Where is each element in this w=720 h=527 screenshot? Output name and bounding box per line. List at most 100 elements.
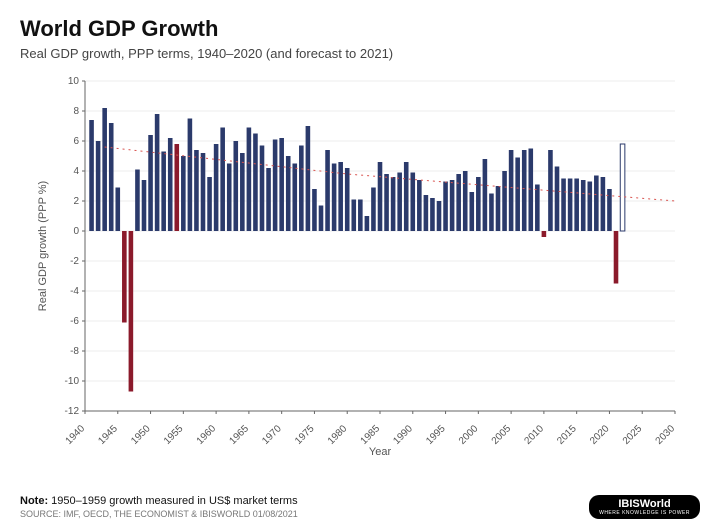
bar-2013 [561, 179, 566, 232]
bar-1949 [142, 180, 147, 231]
svg-text:8: 8 [73, 106, 79, 117]
bar-1966 [253, 134, 258, 232]
bar-1967 [260, 146, 265, 232]
bar-1972 [292, 164, 297, 232]
bar-1992 [424, 195, 429, 231]
bar-1970 [279, 138, 284, 231]
bar-1995 [443, 182, 448, 232]
bar-2010 [542, 231, 547, 237]
bar-1961 [220, 128, 225, 232]
bar-1987 [391, 177, 396, 231]
svg-text:2000: 2000 [457, 423, 481, 447]
bar-1946 [122, 231, 127, 323]
bar-1985 [378, 162, 383, 231]
bar-1959 [207, 177, 212, 231]
bar-1993 [430, 198, 435, 231]
svg-text:1975: 1975 [293, 423, 317, 447]
bar-1986 [384, 174, 389, 231]
bar-2000 [476, 177, 481, 231]
bar-2005 [509, 150, 514, 231]
bar-1962 [227, 164, 232, 232]
bar-1989 [404, 162, 409, 231]
bar-1945 [115, 188, 120, 232]
bar-1968 [266, 168, 271, 231]
bar-1976 [319, 206, 324, 232]
svg-text:-10: -10 [65, 376, 80, 387]
svg-text:2010: 2010 [522, 423, 546, 447]
svg-text:2005: 2005 [490, 423, 514, 447]
bar-1952 [161, 152, 166, 232]
bar-1983 [365, 216, 370, 231]
svg-text:4: 4 [73, 166, 79, 177]
page-title: World GDP Growth [20, 16, 700, 42]
bar-1990 [410, 173, 415, 232]
bar-1975 [312, 189, 317, 231]
bar-1973 [299, 146, 304, 232]
bar-1964 [240, 153, 245, 231]
bar-1963 [233, 141, 238, 231]
bar-1948 [135, 170, 140, 232]
bar-1965 [247, 128, 252, 232]
bar-1974 [306, 126, 311, 231]
svg-text:1945: 1945 [96, 423, 120, 447]
bar-2014 [568, 179, 573, 232]
bar-1955 [181, 156, 186, 231]
svg-text:-12: -12 [65, 406, 80, 417]
svg-text:1990: 1990 [391, 423, 415, 447]
bar-1942 [96, 141, 101, 231]
bar-2012 [555, 167, 560, 232]
bar-1988 [397, 173, 402, 232]
bar-1999 [469, 192, 474, 231]
bar-1944 [109, 123, 114, 231]
bar-1941 [89, 120, 94, 231]
bar-1956 [188, 119, 193, 232]
bar-2007 [522, 150, 527, 231]
svg-text:2030: 2030 [654, 423, 678, 447]
svg-text:2025: 2025 [621, 423, 645, 447]
gdp-chart: -12-10-8-6-4-202468101940194519501955196… [30, 71, 690, 461]
bar-1980 [345, 168, 350, 231]
bar-2021 [614, 231, 619, 284]
bar-2016 [581, 180, 586, 231]
bar-1957 [194, 150, 199, 231]
bar-1953 [168, 138, 173, 231]
page-subtitle: Real GDP growth, PPP terms, 1940–2020 (a… [20, 46, 700, 61]
bar-2001 [483, 159, 488, 231]
bar-2019 [601, 177, 606, 231]
svg-text:1955: 1955 [162, 423, 186, 447]
bar-1982 [358, 200, 363, 232]
svg-text:-2: -2 [70, 256, 79, 267]
bar-1984 [371, 188, 376, 232]
x-axis-label: Year [369, 446, 392, 458]
bar-2003 [496, 186, 501, 231]
y-axis-label: Real GDP growth (PPP %) [37, 181, 49, 311]
bar-1947 [129, 231, 134, 392]
bar-1998 [463, 171, 468, 231]
bar-1960 [214, 144, 219, 231]
bar-2018 [594, 176, 599, 232]
svg-text:1980: 1980 [326, 423, 350, 447]
bar-1991 [417, 180, 422, 231]
svg-text:-6: -6 [70, 316, 79, 327]
bar-2015 [574, 179, 579, 232]
bar-2011 [548, 150, 553, 231]
bar-1943 [102, 108, 107, 231]
svg-text:0: 0 [73, 226, 79, 237]
svg-text:-4: -4 [70, 286, 79, 297]
svg-text:1970: 1970 [260, 423, 284, 447]
bar-2006 [515, 158, 520, 232]
bar-1994 [437, 201, 442, 231]
bar-2004 [502, 171, 507, 231]
bar-2022 [620, 144, 625, 231]
bar-1958 [201, 153, 206, 231]
svg-text:1940: 1940 [64, 423, 88, 447]
svg-text:6: 6 [73, 136, 79, 147]
svg-text:1950: 1950 [129, 423, 153, 447]
svg-text:-8: -8 [70, 346, 79, 357]
bar-1981 [351, 200, 356, 232]
footnote: Note: 1950–1959 growth measured in US$ m… [20, 495, 298, 507]
svg-text:1965: 1965 [227, 423, 251, 447]
ibisworld-logo: IBISWorld WHERE KNOWLEDGE IS POWER [589, 495, 700, 519]
svg-text:2: 2 [73, 196, 79, 207]
bar-1951 [155, 114, 160, 231]
